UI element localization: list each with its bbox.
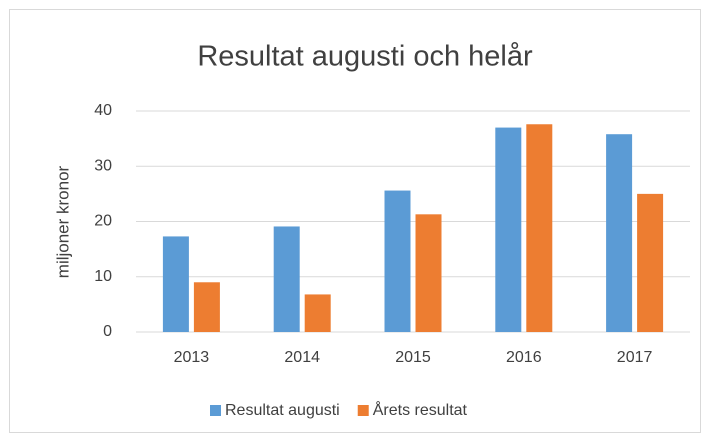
y-tick-label: 20 [94, 213, 112, 230]
bar [193, 282, 220, 332]
bar [526, 124, 553, 332]
y-tick-label: 40 [94, 102, 112, 119]
bar [495, 127, 522, 332]
legend-swatch [357, 405, 369, 416]
legend-label: Årets resultat [373, 400, 468, 419]
y-axis-label: miljoner kronor [53, 165, 72, 278]
x-tick-label: 2015 [395, 349, 431, 366]
x-tick-label: 2016 [506, 349, 542, 366]
y-tick-label: 0 [103, 323, 112, 340]
bar [162, 236, 189, 332]
bar [415, 214, 442, 332]
legend-label: Resultat augusti [225, 402, 340, 419]
bar [273, 226, 300, 332]
y-tick-label: 30 [94, 157, 112, 174]
legend-swatch [210, 405, 221, 416]
bar [304, 294, 331, 332]
x-tick-label: 2014 [284, 349, 320, 366]
x-tick-label: 2017 [617, 349, 653, 366]
bar [384, 190, 411, 332]
x-tick-label: 2013 [174, 349, 210, 366]
chart-title: Resultat augusti och helår [197, 41, 533, 73]
bar [606, 134, 633, 332]
y-tick-label: 10 [94, 268, 112, 285]
bar [637, 193, 664, 332]
